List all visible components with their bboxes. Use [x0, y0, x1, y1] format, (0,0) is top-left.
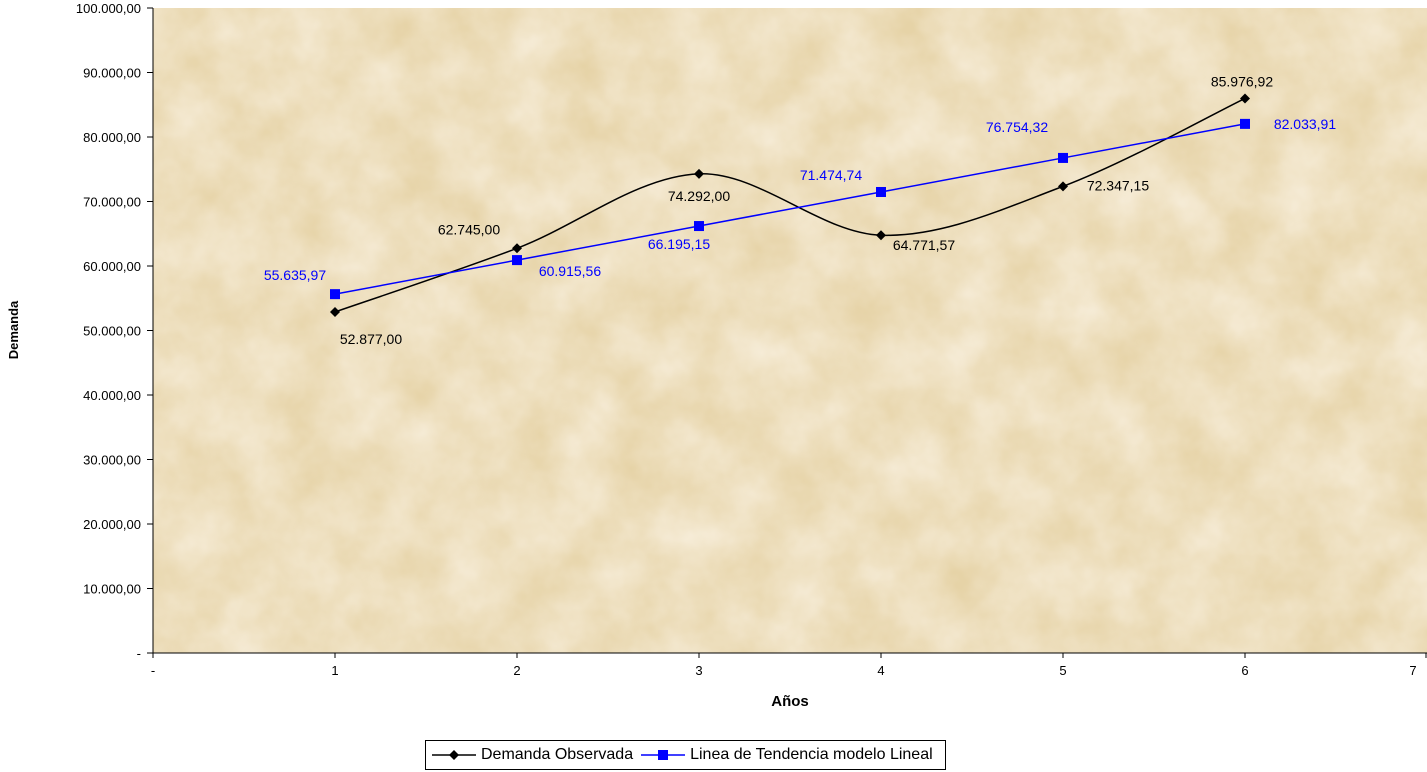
y-axis-title: Demanda — [6, 300, 21, 359]
legend-item-observed: Demanda Observada — [430, 746, 633, 764]
x-axis-title: Años — [771, 693, 809, 710]
data-label: 62.745,00 — [438, 221, 500, 237]
diamond-point — [876, 230, 886, 241]
x-tick-label: - — [151, 663, 155, 678]
square-point — [1058, 152, 1068, 163]
y-tick-label: 80.000,00 — [83, 130, 141, 145]
x-tick-label: 2 — [513, 663, 520, 678]
y-tick-label: - — [137, 646, 141, 661]
x-tick-label: 3 — [695, 663, 702, 678]
legend: Demanda Observada Linea de Tendencia mod… — [425, 740, 946, 770]
y-tick-label: 20.000,00 — [83, 517, 141, 532]
data-label: 60.915,56 — [539, 263, 601, 279]
plot-texture — [153, 8, 1427, 653]
diamond-point — [1058, 181, 1068, 192]
y-tick-label: 10.000,00 — [83, 582, 141, 597]
x-tick-label: 5 — [1059, 663, 1066, 678]
series-line-0 — [334, 97, 1246, 313]
y-tick-label: 90.000,00 — [83, 66, 141, 81]
data-label: 76.754,32 — [986, 119, 1048, 135]
legend-label-observed: Demanda Observada — [481, 746, 634, 763]
series-line-1 — [334, 123, 1246, 295]
data-label: 72.347,15 — [1087, 177, 1149, 193]
y-tick-label: 70.000,00 — [83, 195, 141, 210]
series-layer — [330, 93, 1250, 317]
diamond-point — [1240, 93, 1250, 104]
diamond-marker-icon — [432, 750, 476, 760]
square-point — [1240, 118, 1250, 129]
square-point — [694, 221, 704, 232]
y-tick-label: 30.000,00 — [83, 453, 141, 468]
x-tick-label: 4 — [877, 663, 884, 678]
legend-label-trend: Linea de Tendencia modelo Lineal — [690, 746, 933, 763]
square-point — [876, 186, 886, 197]
legend-item-trend: Linea de Tendencia modelo Lineal — [639, 746, 933, 764]
data-label: 74.292,00 — [668, 188, 730, 204]
data-label: 52.877,00 — [340, 331, 402, 347]
diamond-point — [512, 243, 522, 254]
data-label: 85.976,92 — [1211, 73, 1273, 89]
y-axis: - 10.000,00 20.000,00 30.000,00 40.000,00 50.… — [76, 1, 154, 661]
y-tick-label: 40.000,00 — [83, 388, 141, 403]
data-label: 55.635,97 — [264, 267, 326, 283]
square-point — [330, 289, 340, 300]
diamond-point — [330, 306, 340, 317]
data-label: 64.771,57 — [893, 237, 955, 253]
y-tick-label: 100.000,00 — [76, 1, 141, 16]
plot-background — [153, 8, 1427, 653]
square-point — [512, 255, 522, 266]
x-axis: - 1 2 3 4 5 6 7 — [151, 652, 1427, 678]
y-tick-label: 60.000,00 — [83, 259, 141, 274]
chart-area: - 10.000,00 20.000,00 30.000,00 40.000,00 50.… — [6, 1, 1427, 710]
square-marker-icon — [641, 750, 686, 760]
diamond-point — [694, 168, 704, 179]
data-label: 66.195,15 — [648, 236, 710, 252]
data-label: 71.474,74 — [800, 167, 862, 183]
x-tick-label: 1 — [331, 663, 338, 678]
x-tick-label: 6 — [1241, 663, 1248, 678]
y-tick-label: 50.000,00 — [83, 324, 141, 339]
data-label: 82.033,91 — [1274, 116, 1336, 132]
x-tick-label: 7 — [1409, 663, 1416, 678]
data-labels: 52.877,00 62.745,00 74.292,00 64.771,57 72.3… — [264, 73, 1336, 346]
